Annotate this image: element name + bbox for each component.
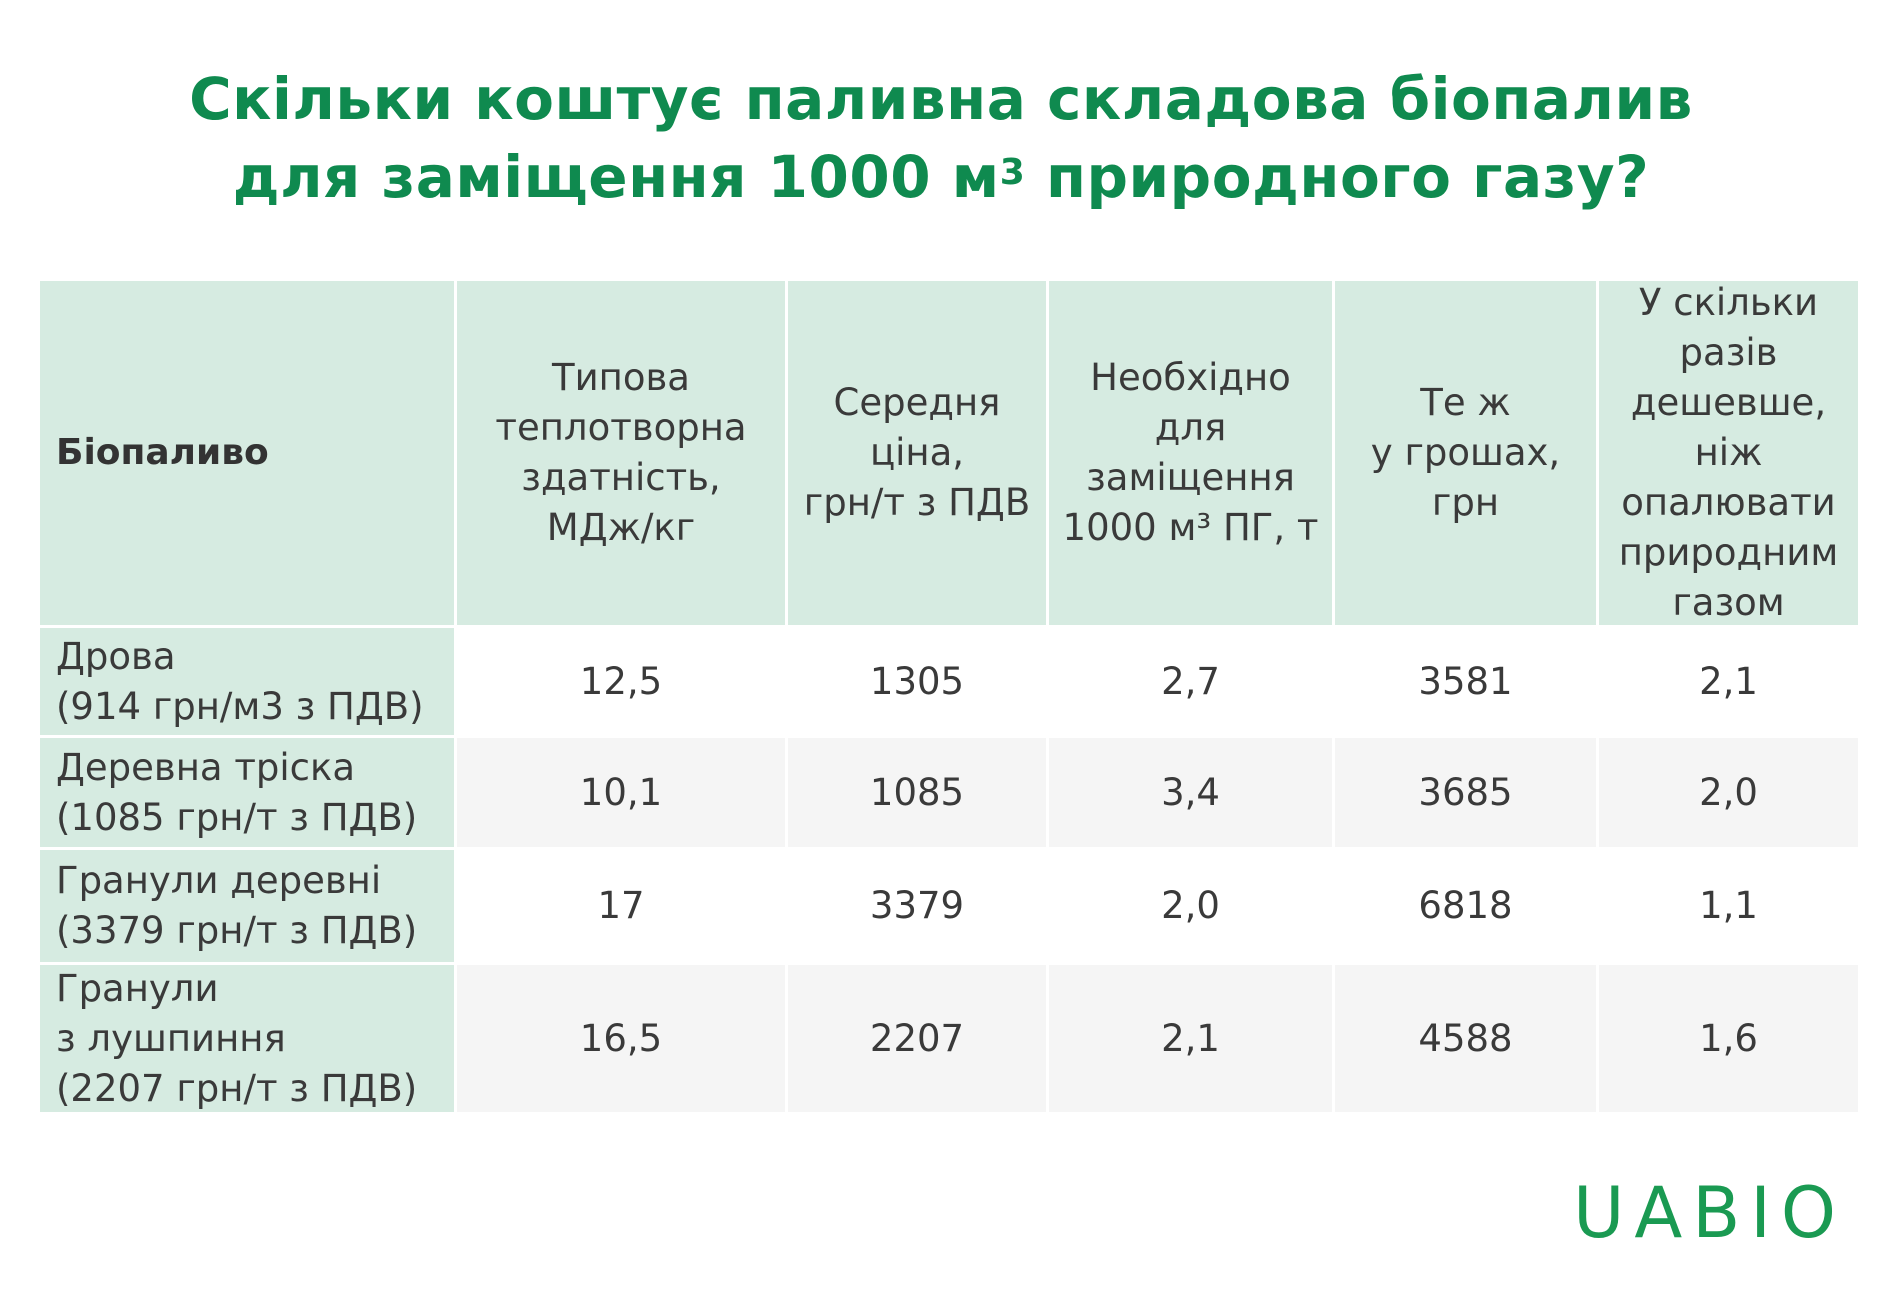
title-superscript: 3 — [999, 152, 1026, 193]
table-cell: 6818 — [1335, 850, 1596, 962]
table-cell: 1085 — [788, 738, 1046, 847]
table-cell: 3581 — [1335, 628, 1596, 735]
header-average-price: Середня ціна, грн/т з ПДВ — [788, 281, 1046, 625]
table-cell: 12,5 — [457, 628, 785, 735]
table-cell: 3379 — [788, 850, 1046, 962]
table-cell: 1305 — [788, 628, 1046, 735]
header-calorific-value: Типова теплотворна здатність, МДж/кг — [457, 281, 785, 625]
title-line-2-prefix: для заміщення 1000 м — [232, 143, 1000, 211]
table-cell: 2,0 — [1049, 850, 1332, 962]
table-cell: 2207 — [788, 965, 1046, 1112]
title-line-2-suffix: природного газу? — [1025, 143, 1650, 211]
table-cell: 10,1 — [457, 738, 785, 847]
table-cell: 16,5 — [457, 965, 785, 1112]
table-cell: 2,0 — [1599, 738, 1858, 847]
table-cell: 3685 — [1335, 738, 1596, 847]
row-name-wood-chips: Деревна тріска (1085 грн/т з ПДВ) — [40, 738, 454, 847]
table-cell: 2,1 — [1049, 965, 1332, 1112]
row-name-wood-pellets: Гранули деревні (3379 грн/т з ПДВ) — [40, 850, 454, 962]
header-biofuel: Біопаливо — [40, 281, 454, 625]
biofuel-table: Біопаливо Типова теплотворна здатність, … — [40, 281, 1858, 1112]
title-line-2: для заміщення 1000 м3 природного газу? — [0, 138, 1882, 216]
table-cell: 2,1 — [1599, 628, 1858, 735]
table-cell: 2,7 — [1049, 628, 1332, 735]
page-title: Скільки коштує паливна складова біопалив… — [0, 60, 1882, 216]
header-cheaper-times: У скільки разів дешевше, ніж опалювати п… — [1599, 281, 1858, 625]
table-cell: 1,1 — [1599, 850, 1858, 962]
table-cell: 17 — [457, 850, 785, 962]
title-line-1: Скільки коштує паливна складова біопалив — [189, 65, 1693, 133]
uabio-logo: UABIO — [1573, 1172, 1846, 1254]
table-cell: 1,6 — [1599, 965, 1858, 1112]
row-name-husk-pellets: Гранули з лушпиння (2207 грн/т з ПДВ) — [40, 965, 454, 1112]
table-cell: 4588 — [1335, 965, 1596, 1112]
header-money: Те ж у грошах, грн — [1335, 281, 1596, 625]
row-name-firewood: Дрова (914 грн/м3 з ПДВ) — [40, 628, 454, 735]
header-required-amount: Необхідно для заміщення 1000 м³ ПГ, т — [1049, 281, 1332, 625]
table-cell: 3,4 — [1049, 738, 1332, 847]
